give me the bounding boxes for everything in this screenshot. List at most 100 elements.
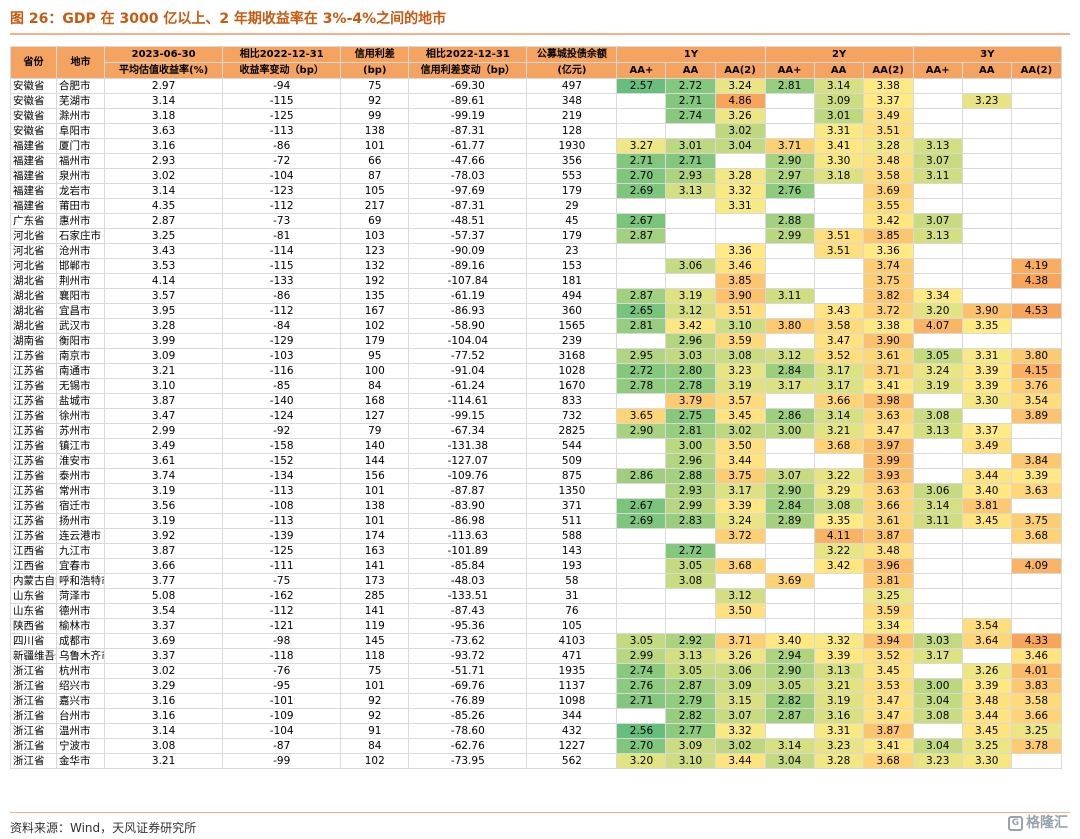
cell-1y-aa2: 3.85 — [714, 273, 766, 289]
cell-3y-aa-plus — [912, 333, 963, 349]
cell-spread: 217 — [340, 198, 410, 214]
table-row: 浙江省 金华市 3.21 -99 102 -73.95 562 3.20 3.10 3.44 3.0… — [9, 753, 1063, 769]
cell-1y-aa-plus: 2.57 — [616, 78, 667, 94]
cell-city: 滁州市 — [56, 108, 106, 124]
cell-2y-aa-plus: 2.94 — [764, 648, 815, 664]
cell-3y-aa — [961, 573, 1012, 589]
cell-3y-aa2: 4.33 — [1010, 633, 1063, 649]
table-row: 江苏省 无锡市 3.10 -85 84 -61.24 1670 2.78 2.78 3.19 3.1… — [9, 378, 1063, 394]
cell-2y-aa2: 3.85 — [862, 228, 914, 244]
cell-spread: 123 — [340, 243, 410, 259]
cell-yield: 3.29 — [104, 678, 224, 694]
cell-city: 南京市 — [56, 348, 106, 364]
cell-3y-aa-plus: 3.08 — [912, 708, 963, 724]
cell-3y-aa: 3.39 — [961, 378, 1012, 394]
cell-spread: 84 — [340, 738, 410, 754]
cell-1y-aa-plus: 2.78 — [616, 378, 667, 394]
cell-2y-aa-plus: 3.11 — [764, 288, 815, 304]
cell-1y-aa-plus: 2.90 — [616, 423, 667, 439]
cell-2y-aa-plus: 2.88 — [764, 213, 815, 229]
cell-3y-aa: 3.39 — [961, 678, 1012, 694]
cell-spread-change: -51.71 — [408, 663, 528, 679]
cell-1y-aa2: 3.02 — [714, 123, 766, 139]
cell-1y-aa: 3.00 — [665, 438, 716, 454]
cell-1y-aa2: 3.59 — [714, 333, 766, 349]
cell-2y-aa: 3.22 — [813, 543, 864, 559]
cell-3y-aa-plus: 3.13 — [912, 423, 963, 439]
cell-balance: 1565 — [526, 318, 618, 334]
cell-spread: 69 — [340, 213, 410, 229]
cell-1y-aa-plus: 2.69 — [616, 513, 667, 529]
table-row: 湖南省 衡阳市 3.99 -129 179 -104.04 239 2.96 3.59 3.47 3… — [9, 333, 1063, 349]
cell-1y-aa: 2.96 — [665, 333, 716, 349]
cell-province: 河北省 — [9, 258, 58, 274]
cell-balance: 732 — [526, 408, 618, 424]
cell-2y-aa2: 3.94 — [862, 633, 914, 649]
cell-balance: 193 — [526, 558, 618, 574]
cell-spread-change: -87.87 — [408, 483, 528, 499]
cell-city: 邯郸市 — [56, 258, 106, 274]
cell-3y-aa-plus — [912, 528, 963, 544]
cell-yield: 4.35 — [104, 198, 224, 214]
table-row: 湖北省 武汉市 3.28 -84 102 -58.90 1565 2.81 3.42 3.10 3.… — [9, 318, 1063, 334]
cell-3y-aa: 3.39 — [961, 363, 1012, 379]
cell-spread: 167 — [340, 303, 410, 319]
header-province: 省份 — [9, 46, 58, 79]
cell-1y-aa2: 3.50 — [714, 603, 766, 619]
cell-2y-aa2: 3.55 — [862, 198, 914, 214]
cell-2y-aa2: 3.42 — [862, 213, 914, 229]
cell-1y-aa-plus — [616, 618, 667, 634]
cell-3y-aa2 — [1010, 123, 1063, 139]
table-row: 浙江省 宁波市 3.08 -87 84 -62.76 1227 2.70 3.09 3.02 3.1… — [9, 738, 1063, 754]
cell-2y-aa2: 3.58 — [862, 168, 914, 184]
cell-province: 江苏省 — [9, 483, 58, 499]
cell-spread-change: -93.72 — [408, 648, 528, 664]
cell-city: 常州市 — [56, 483, 106, 499]
cell-1y-aa: 3.03 — [665, 348, 716, 364]
cell-1y-aa2: 3.26 — [714, 648, 766, 664]
cell-province: 浙江省 — [9, 753, 58, 769]
cell-city: 厦门市 — [56, 138, 106, 154]
cell-3y-aa-plus: 3.14 — [912, 498, 963, 514]
cell-2y-aa: 3.14 — [813, 78, 864, 94]
cell-3y-aa-plus: 3.13 — [912, 138, 963, 154]
cell-spread: 87 — [340, 168, 410, 184]
cell-2y-aa2: 3.61 — [862, 348, 914, 364]
cell-2y-aa: 3.01 — [813, 108, 864, 124]
cell-2y-aa: 3.09 — [813, 93, 864, 109]
cell-3y-aa-plus: 3.04 — [912, 738, 963, 754]
cell-3y-aa2 — [1010, 168, 1063, 184]
table-row: 江西省 九江市 3.87 -125 163 -101.89 143 2.72 3.22 3.48 — [9, 543, 1063, 559]
cell-2y-aa — [813, 588, 864, 604]
cell-spread-change: -109.76 — [408, 468, 528, 484]
header-group-2y: 2Y — [764, 46, 914, 63]
cell-3y-aa: 3.44 — [961, 468, 1012, 484]
cell-3y-aa-plus — [912, 78, 963, 94]
cell-balance: 1137 — [526, 678, 618, 694]
cell-city: 台州市 — [56, 708, 106, 724]
cell-yield-change: -84 — [222, 318, 342, 334]
cell-spread-change: -73.95 — [408, 753, 528, 769]
cell-2y-aa2: 3.48 — [862, 543, 914, 559]
cell-2y-aa-plus — [764, 723, 815, 739]
cell-2y-aa2: 3.87 — [862, 528, 914, 544]
cell-spread-change: -97.69 — [408, 183, 528, 199]
cell-spread: 102 — [340, 753, 410, 769]
cell-balance: 588 — [526, 528, 618, 544]
cell-balance: 1935 — [526, 663, 618, 679]
cell-spread: 174 — [340, 528, 410, 544]
cell-2y-aa-plus — [764, 123, 815, 139]
cell-yield-change: -86 — [222, 288, 342, 304]
cell-2y-aa2: 3.41 — [862, 738, 914, 754]
cell-2y-aa-plus: 3.07 — [764, 468, 815, 484]
cell-2y-aa-plus — [764, 528, 815, 544]
cell-3y-aa-plus — [912, 273, 963, 289]
cell-1y-aa2: 3.45 — [714, 408, 766, 424]
cell-city: 榆林市 — [56, 618, 106, 634]
cell-balance: 143 — [526, 543, 618, 559]
header-city: 地市 — [56, 46, 106, 79]
cell-3y-aa-plus — [912, 393, 963, 409]
cell-yield-change: -99 — [222, 753, 342, 769]
header-yield-change-label: 收益率变动（bp） — [222, 62, 342, 79]
cell-balance: 29 — [526, 198, 618, 214]
